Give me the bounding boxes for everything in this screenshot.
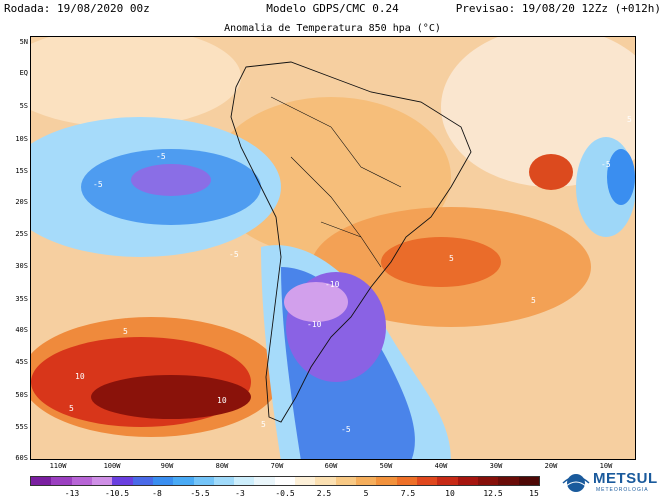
country-borders: [270, 96, 402, 268]
color-scale-swatch: [335, 477, 356, 485]
very-hot-area-south-pacific: [91, 375, 251, 419]
color-scale-swatch: [234, 477, 255, 485]
color-scale-swatch: [254, 477, 275, 485]
contour-label: -10: [307, 320, 322, 329]
lon-label: 110W: [49, 462, 67, 470]
lat-label: 20S: [15, 198, 28, 206]
lon-label: 50W: [379, 462, 393, 470]
scale-tick: 5: [363, 489, 369, 498]
forecast-time-label: Previsao: 19/08/20 12Zz (+012h): [455, 2, 661, 15]
color-scale-bar: [30, 476, 540, 486]
contour-label: 5: [449, 254, 454, 263]
color-scale-swatch: [91, 477, 113, 485]
contour-label: 10: [75, 372, 85, 381]
logo-tagline: METEOROLOGIA: [596, 487, 649, 493]
lon-label: 40W: [434, 462, 448, 470]
color-scale-swatch: [457, 477, 478, 485]
lat-label: 35S: [15, 295, 28, 303]
model-label: Modelo GDPS/CMC 0.24: [266, 2, 399, 15]
color-scale-swatch: [152, 477, 174, 485]
color-scale-swatch: [31, 477, 52, 485]
contour-label: 5: [627, 115, 632, 124]
logo-name: METSUL: [593, 470, 658, 487]
run-date-label: Rodada: 19/08/2020 00z: [4, 2, 150, 15]
color-scale-swatch: [437, 477, 458, 485]
lat-label: 60S: [15, 454, 28, 462]
temperature-anomaly-map: -5 -5 -5 -10 -10 5 10 5 10 5 5 5 5 -5 -5: [30, 36, 636, 460]
color-scale-swatch: [376, 477, 397, 485]
color-scale-swatch: [51, 477, 72, 485]
hot-spot-atlantic: [529, 154, 573, 190]
south-america-outline: [230, 61, 472, 423]
scale-tick: 10: [445, 489, 455, 498]
color-scale-swatch: [315, 477, 336, 485]
lon-label: 60W: [324, 462, 338, 470]
contour-label: 5: [69, 404, 74, 413]
scale-tick: -0.5: [275, 489, 295, 498]
lon-label: 20W: [544, 462, 558, 470]
color-scale-swatch: [213, 477, 235, 485]
contour-label: -5: [601, 160, 611, 169]
scale-tick: -3: [235, 489, 245, 498]
lon-label: 70W: [270, 462, 284, 470]
anomaly-field: [31, 37, 635, 459]
color-scale-swatch: [295, 477, 316, 485]
scale-tick: 12.5: [483, 489, 503, 498]
lon-label: 80W: [215, 462, 229, 470]
hot-area-brazil-coast: [381, 237, 501, 287]
scale-tick: -13: [64, 489, 80, 498]
map-title: Anomalia de Temperatura 850 hpa (°C): [224, 23, 441, 34]
lon-label: 100W: [103, 462, 121, 470]
color-scale-swatch: [71, 477, 92, 485]
lat-label: 40S: [15, 326, 28, 334]
scale-tick: 15: [529, 489, 539, 498]
lat-label: 5N: [19, 38, 28, 46]
contour-label: -5: [341, 425, 351, 434]
lon-label: 90W: [160, 462, 174, 470]
scale-tick: 7.5: [400, 489, 416, 498]
contour-label-layer: -5 -5 -5 -10 -10 5 10 5 10 5 5 5 5 -5 -5: [69, 115, 632, 434]
scale-tick: 2.5: [316, 489, 332, 498]
contour-label: 5: [123, 327, 128, 336]
contour-label: 5: [261, 420, 266, 429]
lat-label: 50S: [15, 391, 28, 399]
color-scale-swatch: [274, 477, 296, 485]
contour-label: -5: [156, 152, 166, 161]
lon-label: 10W: [599, 462, 613, 470]
neutral-area-pacific: [31, 37, 241, 127]
very-cold-area-pacific: [131, 164, 211, 196]
lat-label: 25S: [15, 230, 28, 238]
contour-label: -5: [93, 180, 103, 189]
lat-label: 30S: [15, 262, 28, 270]
contour-label: 10: [217, 396, 227, 405]
metsul-logo-icon: [562, 474, 590, 492]
contour-label: -5: [229, 250, 239, 259]
color-scale-swatch: [416, 477, 438, 485]
scale-tick: -10.5: [104, 489, 130, 498]
lat-label: 15S: [15, 167, 28, 175]
lat-label: 45S: [15, 358, 28, 366]
scale-tick: -5.5: [190, 489, 210, 498]
contour-label: -10: [325, 280, 340, 289]
color-scale-swatch: [132, 477, 153, 485]
color-scale-swatch: [396, 477, 417, 485]
lat-label: 10S: [15, 135, 28, 143]
lon-label: 30W: [489, 462, 503, 470]
extreme-cold-core: [284, 282, 348, 322]
color-scale-swatch: [498, 477, 519, 485]
lat-label: 5S: [19, 102, 28, 110]
color-scale-swatch: [193, 477, 214, 485]
scale-tick: -8: [152, 489, 162, 498]
cold-spot-east-atlantic: [607, 149, 635, 205]
color-scale-swatch: [173, 477, 194, 485]
color-scale-swatch: [112, 477, 133, 485]
lat-label: 55S: [15, 423, 28, 431]
color-scale-swatch: [518, 477, 539, 485]
contour-label: 5: [531, 296, 536, 305]
color-scale-swatch: [477, 477, 499, 485]
color-scale-swatch: [356, 477, 377, 485]
lat-label: EQ: [19, 69, 28, 77]
